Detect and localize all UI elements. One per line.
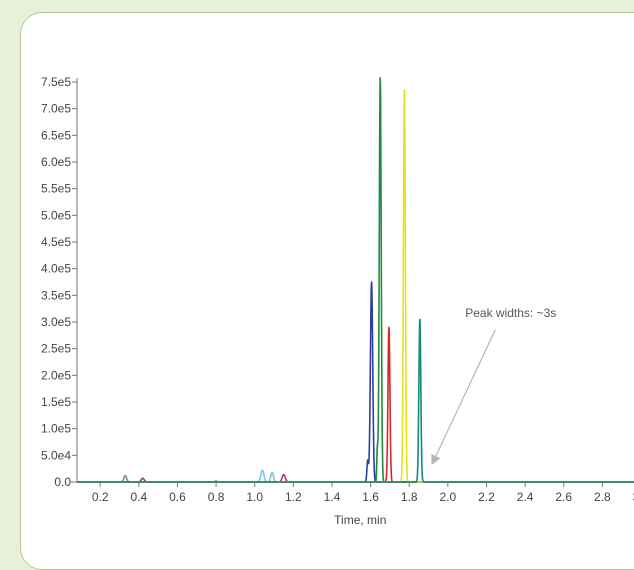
y-tick-label: 0.0 bbox=[54, 475, 71, 489]
x-tick-label: 2.8 bbox=[594, 490, 611, 504]
x-tick-label: 1.0 bbox=[246, 490, 263, 504]
x-tick-label: 1.4 bbox=[324, 490, 341, 504]
annotations: Peak widths: ~3s bbox=[431, 306, 556, 466]
y-tick-label: 7.0e5 bbox=[41, 102, 71, 116]
x-tick-label: 1.2 bbox=[285, 490, 302, 504]
x-tick-label: 0.2 bbox=[92, 490, 109, 504]
x-tick-label: 1.6 bbox=[362, 490, 379, 504]
series-trace-6 bbox=[76, 89, 634, 483]
y-tick-label: 4.0e5 bbox=[41, 262, 71, 276]
chart-panel: 0.0 5.0e4 1.0e5 1.5e5 2.0e5 2.5e5 3.0e5 3.5e5 4.… bbox=[20, 12, 634, 570]
y-tick-label: 6.0e5 bbox=[41, 155, 71, 169]
y-tick-label: 5.0e5 bbox=[41, 208, 71, 222]
y-tick-label: 2.0e5 bbox=[41, 368, 71, 382]
x-tick-label: 2.2 bbox=[478, 490, 495, 504]
x-tick-label: 0.6 bbox=[169, 490, 186, 504]
series-trace-1 bbox=[76, 473, 634, 483]
y-tick-label: 3.0e5 bbox=[41, 315, 71, 329]
x-tick-label: 2.0 bbox=[440, 490, 457, 504]
series-trace-4 bbox=[76, 77, 634, 483]
y-tick-label: 6.5e5 bbox=[41, 128, 71, 142]
axes: 0.0 5.0e4 1.0e5 1.5e5 2.0e5 2.5e5 3.0e5 3.5e5 4.… bbox=[41, 75, 634, 504]
y-tick-label: 7.5e5 bbox=[41, 75, 71, 89]
y-tick-label: 3.5e5 bbox=[41, 288, 71, 302]
x-tick-label: 2.4 bbox=[517, 490, 534, 504]
y-tick-label: 5.5e5 bbox=[41, 182, 71, 196]
annotation-text: Peak widths: ~3s bbox=[465, 306, 556, 320]
series-trace-2 bbox=[76, 469, 634, 483]
y-tick-label: 1.0e5 bbox=[41, 422, 71, 436]
x-tick-label: 1.8 bbox=[401, 490, 418, 504]
series-trace-5 bbox=[76, 326, 634, 483]
x-tick-label: 0.4 bbox=[130, 490, 147, 504]
x-tick-label: 2.6 bbox=[555, 490, 572, 504]
series-trace-0 bbox=[76, 474, 634, 483]
x-tick-label: 0.8 bbox=[208, 490, 225, 504]
y-tick-label: 4.5e5 bbox=[41, 235, 71, 249]
x-axis-title: Time, min bbox=[334, 513, 386, 527]
chromatogram-chart: 0.0 5.0e4 1.0e5 1.5e5 2.0e5 2.5e5 3.0e5 3.5e5 4.… bbox=[41, 75, 634, 527]
annotation-arrow bbox=[431, 329, 496, 466]
series-trace-7 bbox=[76, 318, 634, 483]
y-tick-label: 2.5e5 bbox=[41, 342, 71, 356]
y-tick-label: 5.0e4 bbox=[41, 448, 71, 462]
y-tick-label: 1.5e5 bbox=[41, 395, 71, 409]
x-tick-label: 3.0 bbox=[633, 490, 634, 504]
plot-area bbox=[76, 77, 634, 483]
